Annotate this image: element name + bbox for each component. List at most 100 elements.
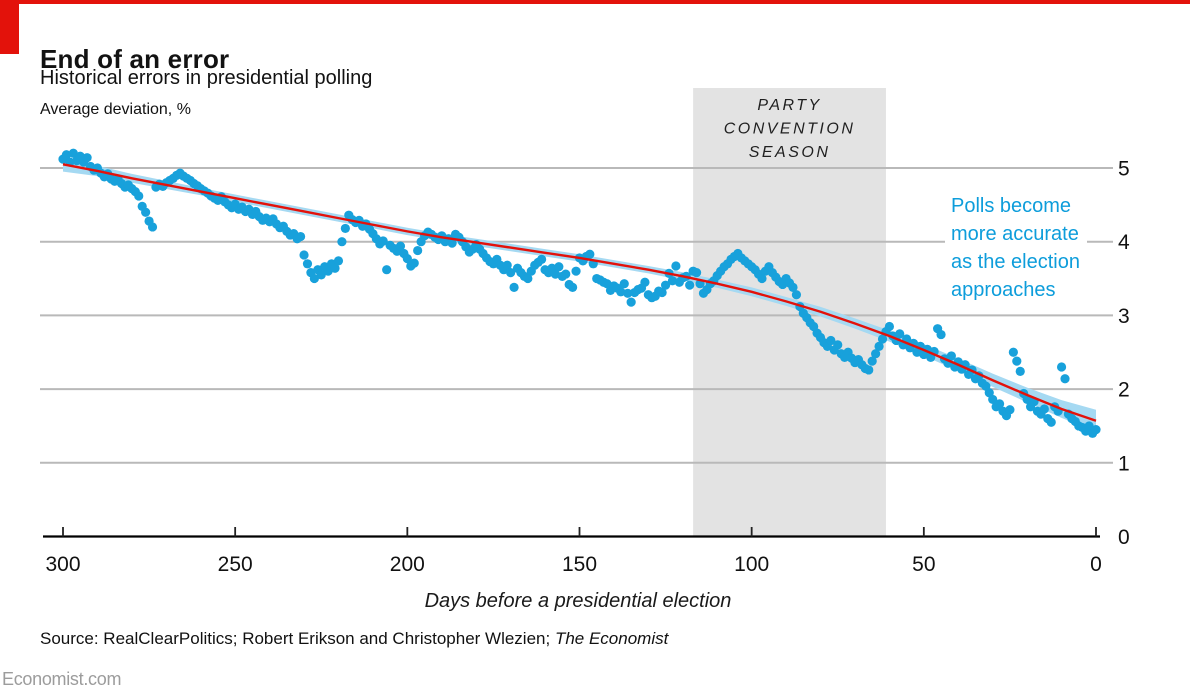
data-point [626,297,636,307]
data-point [791,290,802,300]
polls-accuracy-annotation: Polls become [951,195,1071,217]
data-point [691,268,702,278]
source-publisher: The Economist [554,629,669,648]
data-point [826,335,836,346]
data-point [447,238,457,248]
x-tick-label: 100 [734,553,769,576]
data-point [585,249,595,259]
data-point [340,223,350,234]
data-point [833,340,843,350]
data-point [1091,425,1101,435]
data-point [864,365,874,375]
data-point [1056,362,1067,372]
data-point [946,351,956,361]
data-point [867,356,877,366]
data-point [657,287,667,298]
data-point [988,394,998,405]
data-point [667,276,678,286]
data-point [402,254,412,264]
data-point [936,329,946,340]
data-point [134,191,144,201]
data-point [509,282,519,292]
data-point [1012,356,1022,366]
data-point [330,263,340,273]
data-point [1060,374,1070,384]
data-point [685,280,695,290]
x-axis-title: Days before a presidential election [425,590,732,612]
data-point [337,237,347,247]
data-point [884,321,895,332]
data-point [568,282,578,292]
data-point [619,279,629,289]
polls-accuracy-annotation: more accurate [951,223,1079,245]
y-tick-label: 4 [1118,231,1130,254]
y-axis-unit-label: Average deviation, % [40,101,191,118]
data-point [395,241,406,251]
data-point [82,153,92,163]
y-tick-label: 3 [1118,305,1130,328]
top-red-rule [0,0,1190,4]
data-point [302,259,313,269]
page-subtitle: Historical errors in presidential pollin… [40,67,373,89]
polls-accuracy-annotation: approaches [951,279,1056,301]
data-point [788,282,798,292]
data-point [537,254,547,264]
data-point [660,280,671,290]
data-point [61,150,72,160]
trend-line [62,163,1097,422]
data-point [333,256,344,266]
data-point [141,207,151,217]
y-tick-label: 5 [1118,158,1130,181]
data-point [640,277,650,287]
x-tick-label: 300 [45,553,80,576]
data-point [299,250,309,260]
data-point [1039,404,1049,414]
data-point [1005,405,1015,415]
data-point [1084,421,1094,431]
brand-footer: Economist.com [2,669,122,689]
data-point [895,329,905,339]
data-point [295,231,306,242]
chart-canvas: 300 250 200 150 100 50 00 1 2 3 4 5 Days before a pr… [40,88,1130,612]
data-point [523,273,533,284]
data-point [616,287,626,297]
data-point [1015,366,1025,377]
data-point [874,341,884,351]
data-point [502,260,512,270]
data-point [757,273,767,284]
data-point [994,399,1005,409]
data-point [323,266,333,276]
economist-red-tab [0,0,19,54]
data-point [316,270,326,280]
convention-season-label: SEASON [749,144,831,161]
y-tick-label: 0 [1118,526,1130,549]
data-point [671,261,681,271]
x-tick-label: 250 [218,553,253,576]
x-tick-label: 150 [562,553,597,576]
data-point [554,262,564,272]
data-point [409,258,419,268]
convention-season-label: PARTY [757,97,821,114]
convention-band [693,88,886,537]
data-point [1046,417,1056,427]
x-tick-label: 0 [1090,553,1102,576]
x-tick-label: 200 [390,553,425,576]
data-point [309,273,319,284]
x-tick-label: 50 [912,553,935,576]
page-title: End of an error [40,44,230,75]
source-note: Source: RealClearPolitics; Robert Erikso… [40,629,668,649]
data-point [68,148,78,158]
source-text: Source: RealClearPolitics; Robert Erikso… [40,629,555,648]
data-point [561,269,571,279]
y-tick-label: 2 [1118,379,1130,402]
data-point [413,245,423,256]
y-tick-label: 1 [1118,452,1130,475]
convention-season-label: CONVENTION [724,121,856,138]
data-point [623,288,633,298]
data-point [506,268,516,278]
data-point [1008,347,1018,357]
data-point [378,236,388,246]
data-point [382,265,392,275]
data-point [871,349,881,359]
